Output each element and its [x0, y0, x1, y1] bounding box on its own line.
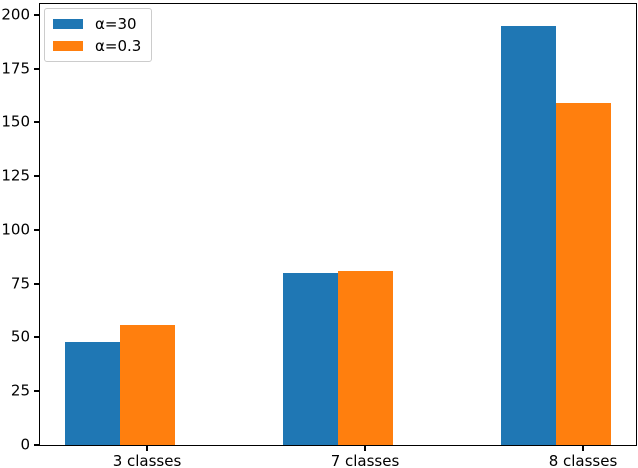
x-tick-label: 7 classes [330, 452, 400, 468]
legend-swatch [53, 41, 83, 51]
legend-swatch [53, 19, 83, 29]
bar-series1-group1 [64, 341, 120, 445]
y-tick-label: 175 [1, 59, 30, 78]
y-tick-mark [34, 336, 39, 339]
y-tick-label: 125 [1, 166, 30, 185]
y-tick-label: 0 [20, 435, 30, 454]
y-tick-label: 200 [1, 5, 30, 24]
bar-series2-group3 [555, 102, 611, 445]
bar-series2-group2 [337, 270, 393, 445]
legend-item: α=30 [53, 15, 141, 33]
legend: α=30 α=0.3 [44, 8, 153, 62]
y-tick-mark [34, 67, 39, 70]
bar-series2-group1 [119, 324, 175, 445]
y-tick-mark [34, 121, 39, 124]
y-tick-mark [34, 282, 39, 285]
legend-label: α=0.3 [95, 37, 142, 55]
y-tick-mark [34, 13, 39, 16]
y-tick-label: 100 [1, 220, 30, 239]
x-tick-label: 8 classes [548, 452, 618, 468]
x-tick-label: 3 classes [112, 452, 182, 468]
y-tick-mark [34, 390, 39, 393]
legend-label: α=30 [95, 15, 137, 33]
y-tick-label: 75 [10, 274, 30, 293]
legend-item: α=0.3 [53, 37, 141, 55]
x-tick-mark [582, 446, 584, 451]
y-tick-label: 50 [10, 327, 30, 346]
plot-area [39, 3, 637, 446]
x-tick-mark [146, 446, 148, 451]
bar-series1-group2 [282, 272, 338, 445]
y-tick-mark [34, 228, 39, 231]
y-tick-mark [34, 444, 39, 446]
bar-series1-group3 [500, 25, 556, 445]
y-tick-label: 150 [1, 112, 30, 131]
y-tick-label: 25 [10, 381, 30, 400]
x-tick-mark [364, 446, 366, 451]
y-tick-mark [34, 175, 39, 178]
